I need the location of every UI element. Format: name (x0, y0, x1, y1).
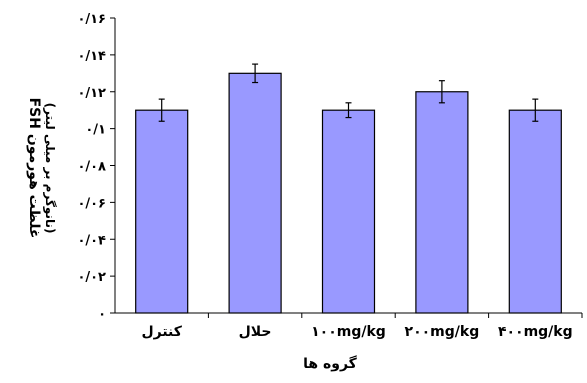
x-tick-label: ۴۰۰mg/kg (498, 324, 573, 340)
bar (415, 91, 469, 314)
x-axis (115, 312, 583, 318)
bar (228, 72, 282, 314)
bar (321, 109, 376, 314)
bars (135, 72, 562, 314)
y-axis-subtitle: (نانوگرم بر میلی لیتر) (42, 103, 57, 234)
y-axis: ۰ ۰/۰۲ ۰/۰۴ ۰/۰۶ ۰/۰۸ ۰/۱ ۰/۱۲ ۰/۱۴ ۰/۱۶ (77, 12, 116, 322)
x-tick-label: ۱۰۰mg/kg (311, 324, 386, 340)
category-labels: کنترل حلال ۱۰۰mg/kg ۲۰۰mg/kg ۴۰۰mg/kg (141, 324, 572, 340)
y-tick-label: ۰/۰۶ (77, 196, 106, 211)
y-tick-label: ۰/۰۸ (77, 160, 106, 175)
y-tick-label: ۰ (98, 307, 106, 322)
x-tick-label: کنترل (141, 324, 182, 340)
bar (508, 109, 562, 314)
y-tick-label: ۰/۱۴ (77, 49, 106, 64)
x-tick-label: ۲۰۰mg/kg (405, 324, 480, 340)
y-axis-title: غلظت هورمون FSH (26, 98, 42, 239)
bar (135, 109, 189, 314)
y-tick-label: ۰/۰۴ (77, 233, 106, 248)
x-tick-label: حلال (239, 324, 272, 340)
x-axis-title: گروه ها (303, 355, 358, 372)
y-tick-label: ۰/۱۶ (77, 12, 106, 27)
y-tick-label: ۰/۱۲ (77, 86, 106, 101)
error-bars (158, 63, 539, 122)
y-tick-label: ۰/۰۲ (77, 270, 106, 285)
y-tick-label: ۰/۱ (85, 123, 106, 138)
